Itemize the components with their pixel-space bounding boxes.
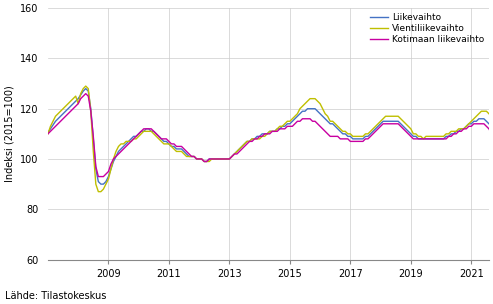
Vientiliikevaihto: [121, 142, 127, 146]
Text: Lähde: Tilastokeskus: Lähde: Tilastokeskus: [5, 291, 106, 301]
Liikevaihto: [340, 132, 346, 136]
Vientiliikevaihto: [478, 109, 484, 113]
Vientiliikevaihto: [319, 107, 325, 111]
Kotimaan liikevaihto: [405, 132, 411, 136]
Kotimaan liikevaihto: [121, 147, 127, 151]
Liikevaihto: [405, 130, 411, 133]
Liikevaihto: [45, 131, 51, 134]
Kotimaan liikevaihto: [340, 137, 346, 141]
Kotimaan liikevaihto: [272, 130, 278, 133]
Vientiliikevaihto: [95, 190, 101, 193]
Liikevaihto: [121, 145, 127, 148]
Kotimaan liikevaihto: [83, 92, 89, 95]
Liikevaihto: [478, 117, 484, 121]
Line: Kotimaan liikevaihto: Kotimaan liikevaihto: [48, 94, 493, 177]
Vientiliikevaihto: [272, 130, 278, 133]
Vientiliikevaihto: [83, 84, 89, 88]
Line: Vientiliikevaihto: Vientiliikevaihto: [48, 86, 493, 192]
Vientiliikevaihto: [405, 124, 411, 128]
Y-axis label: Indeksi (2015=100): Indeksi (2015=100): [4, 85, 14, 182]
Legend: Liikevaihto, Vientiliikevaihto, Kotimaan liikevaihto: Liikevaihto, Vientiliikevaihto, Kotimaan…: [370, 13, 484, 44]
Liikevaihto: [98, 182, 104, 186]
Vientiliikevaihto: [45, 132, 51, 136]
Vientiliikevaihto: [340, 130, 346, 133]
Kotimaan liikevaihto: [478, 122, 484, 126]
Liikevaihto: [272, 130, 278, 133]
Kotimaan liikevaihto: [95, 175, 101, 178]
Kotimaan liikevaihto: [319, 127, 325, 131]
Liikevaihto: [319, 114, 325, 118]
Liikevaihto: [83, 87, 89, 90]
Kotimaan liikevaihto: [45, 132, 51, 136]
Line: Liikevaihto: Liikevaihto: [48, 88, 493, 184]
